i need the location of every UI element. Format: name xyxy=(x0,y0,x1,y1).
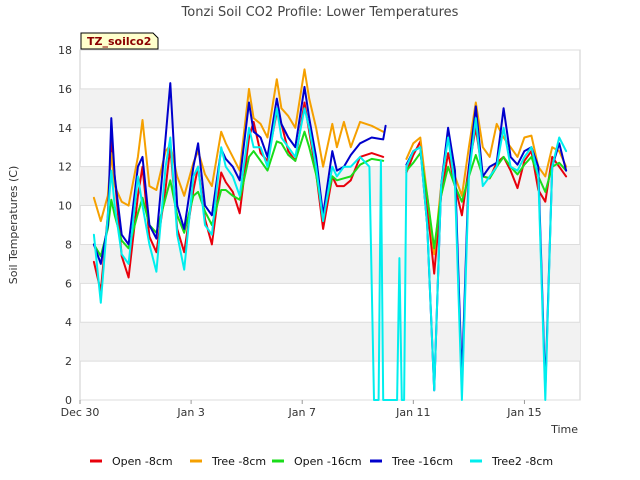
chart-title: Tonzi Soil CO2 Profile: Lower Temperatur… xyxy=(181,5,459,20)
y-tick-label: 0 xyxy=(65,394,72,407)
x-axis-label: Time xyxy=(550,423,578,436)
grid-band xyxy=(80,322,580,362)
y-axis-label: Soil Temperatures (C) xyxy=(7,166,20,285)
site-tag-box xyxy=(80,32,159,50)
x-tick-label: Jan 3 xyxy=(176,406,204,419)
grid-band xyxy=(80,88,580,128)
legend-label: Tree -16cm xyxy=(391,455,453,468)
x-tick-label: Jan 15 xyxy=(506,406,541,419)
y-tick-label: 2 xyxy=(65,355,72,368)
y-tick-label: 12 xyxy=(58,161,72,174)
series-line-4 xyxy=(92,107,568,401)
x-axis-ticks: Dec 30 Jan 3 Jan 7 Jan 11 Jan 15 xyxy=(61,400,542,419)
x-tick-label: Jan 11 xyxy=(395,406,430,419)
legend: Open -8cm Tree -8cm Open -16cm Tree -16cm Tr… xyxy=(90,455,553,468)
legend-label: Tree -8cm xyxy=(211,455,266,468)
legend-label: Open -16cm xyxy=(294,455,362,468)
legend-label: Open -8cm xyxy=(112,455,173,468)
grid-band xyxy=(80,244,580,284)
legend-label: Tree2 -8cm xyxy=(491,455,553,468)
y-axis-ticks: 0 2 4 6 8 10 12 14 16 18 xyxy=(58,44,72,407)
x-tick-label: Dec 30 xyxy=(61,406,100,419)
y-tick-label: 16 xyxy=(58,83,72,96)
site-tag: TZ_soilco2 xyxy=(80,32,159,50)
site-tag-label: TZ_soilco2 xyxy=(87,35,151,48)
y-tick-label: 10 xyxy=(58,200,72,213)
y-tick-label: 6 xyxy=(65,277,72,290)
series-lines xyxy=(92,68,568,401)
y-tick-label: 8 xyxy=(65,238,72,251)
y-tick-label: 14 xyxy=(58,122,72,135)
x-tick-label: Jan 7 xyxy=(287,406,315,419)
y-tick-label: 18 xyxy=(58,44,72,57)
y-tick-label: 4 xyxy=(65,316,72,329)
